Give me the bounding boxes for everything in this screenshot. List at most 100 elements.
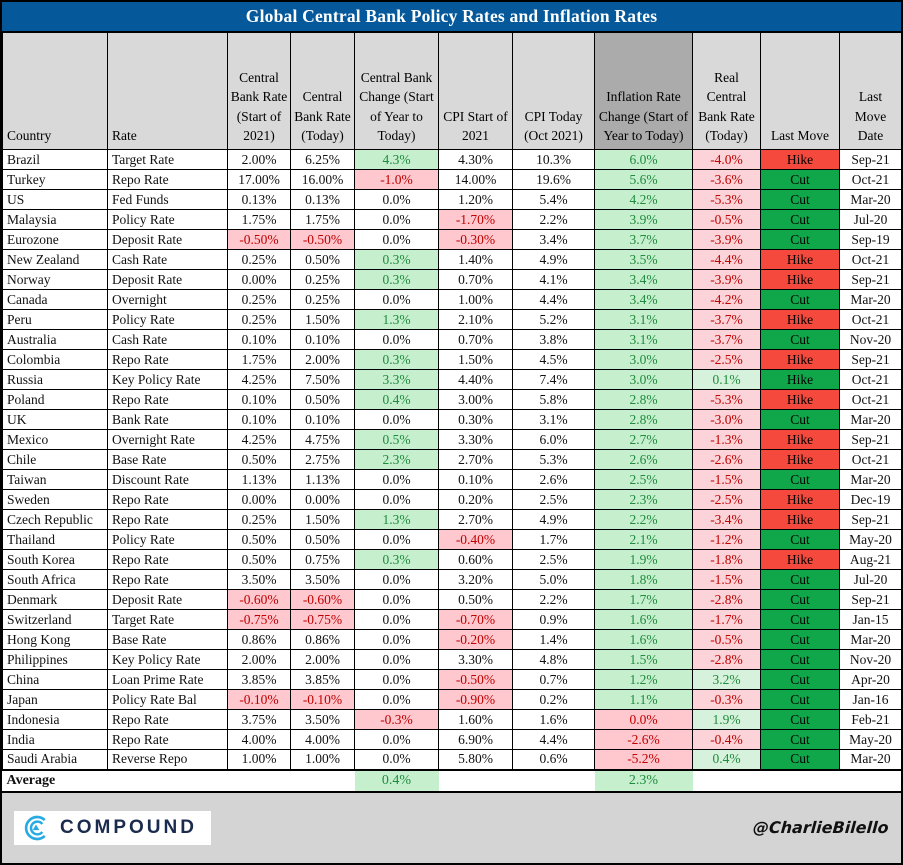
cell-last-move: Cut — [760, 689, 840, 710]
cell-cb-today: 7.50% — [290, 369, 355, 390]
table-row: India Repo Rate 4.00% 4.00% 0.0% 6.90% 4.4% -2.… — [2, 729, 902, 750]
cell-country: Colombia — [2, 349, 108, 370]
cell-country: Czech Republic — [2, 509, 108, 530]
cell-cb-today: 1.50% — [290, 509, 355, 530]
cell-cb-change: 0.0% — [354, 329, 439, 350]
cell-country: South Korea — [2, 549, 108, 570]
table-row: Norway Deposit Rate 0.00% 0.25% 0.3% 0.70% 4.1… — [2, 269, 902, 290]
cell-rate: Base Rate — [107, 629, 228, 650]
cell-real-rate: -3.9% — [692, 269, 761, 290]
cell-cb-start: 0.10% — [227, 409, 291, 430]
cell-country: India — [2, 729, 108, 750]
cell-cpi-start: -0.90% — [438, 689, 513, 710]
cell-cb-today: 1.13% — [290, 469, 355, 490]
cell-rate: Repo Rate — [107, 549, 228, 570]
cell-cpi-today: 1.7% — [512, 529, 595, 550]
cell-cb-change: 0.3% — [354, 269, 439, 290]
table-row: Mexico Overnight Rate 4.25% 4.75% 0.5% 3.30% 6… — [2, 429, 902, 450]
cell-cb-start: 0.00% — [227, 269, 291, 290]
cell-real-rate: -2.5% — [692, 489, 761, 510]
cell-cb-change: 0.0% — [354, 669, 439, 690]
cell-country: Peru — [2, 309, 108, 330]
cell-real-rate: -1.2% — [692, 529, 761, 550]
cell-cpi-start: 0.70% — [438, 329, 513, 350]
cell-last-move-date: Mar-20 — [839, 289, 902, 310]
cell-cb-start: -0.60% — [227, 589, 291, 610]
table-row: Hong Kong Base Rate 0.86% 0.86% 0.0% -0.20% 1.… — [2, 629, 902, 650]
cell-cb-start: 0.00% — [227, 489, 291, 510]
table-row: UK Bank Rate 0.10% 0.10% 0.0% 0.30% 3.1% 2.8% -3… — [2, 409, 902, 430]
cell-last-move-date: Oct-21 — [839, 389, 902, 410]
cell-rate: Overnight — [107, 289, 228, 310]
table-row: South Korea Repo Rate 0.50% 0.75% 0.3% 0.60% 2… — [2, 549, 902, 570]
cell-last-move-date: Sep-21 — [839, 589, 902, 610]
cell-cb-today: -0.50% — [290, 229, 355, 250]
cell-cb-change: 0.5% — [354, 429, 439, 450]
cell-cb-start: 0.13% — [227, 189, 291, 210]
cell-real-rate: 0.1% — [692, 369, 761, 390]
cell-cb-today: 0.75% — [290, 549, 355, 570]
average-inflation-change: 2.3% — [594, 768, 693, 791]
cell-cb-change: 0.0% — [354, 609, 439, 630]
cell-cb-start: 0.50% — [227, 549, 291, 570]
cell-last-move-date: Nov-20 — [839, 329, 902, 350]
cell-country: Sweden — [2, 489, 108, 510]
cell-cpi-today: 4.4% — [512, 729, 595, 750]
cell-cb-change: 0.4% — [354, 389, 439, 410]
cell-cpi-start: 1.50% — [438, 349, 513, 370]
cell-rate: Repo Rate — [107, 349, 228, 370]
cell-last-move: Hike — [760, 549, 840, 570]
col-header-inflation-change: Inflation Rate Change (Start of Year to … — [594, 32, 693, 150]
cell-real-rate: -2.5% — [692, 349, 761, 370]
cell-country: Turkey — [2, 169, 108, 190]
table-row: Chile Base Rate 0.50% 2.75% 2.3% 2.70% 5.3% 2.6… — [2, 449, 902, 470]
cell-rate: Reverse Repo — [107, 749, 228, 770]
cell-rate: Base Rate — [107, 449, 228, 470]
cell-cb-change: 0.0% — [354, 209, 439, 230]
cell-cb-today: 0.25% — [290, 289, 355, 310]
cell-cpi-today: 2.5% — [512, 549, 595, 570]
cell-cpi-start: 14.00% — [438, 169, 513, 190]
table-row: Peru Policy Rate 0.25% 1.50% 1.3% 2.10% 5.2% 3.… — [2, 309, 902, 330]
cell-country: Chile — [2, 449, 108, 470]
table-row: US Fed Funds 0.13% 0.13% 0.0% 1.20% 5.4% 4.2% -5… — [2, 189, 902, 210]
cell-real-rate: -1.7% — [692, 609, 761, 630]
cell-real-rate: -3.4% — [692, 509, 761, 530]
cell-cb-start: 0.50% — [227, 449, 291, 470]
cell-cb-today: 0.10% — [290, 329, 355, 350]
cell-cpi-today: 3.1% — [512, 409, 595, 430]
cell-cb-today: 0.50% — [290, 529, 355, 550]
cell-last-move-date: Sep-19 — [839, 229, 902, 250]
cell-cpi-start: 0.10% — [438, 469, 513, 490]
cell-cpi-today: 0.7% — [512, 669, 595, 690]
compound-logo: COMPOUND — [14, 810, 211, 845]
cell-inflation-change: 3.0% — [594, 349, 693, 370]
cell-inflation-change: 2.7% — [594, 429, 693, 450]
cell-rate: Deposit Rate — [107, 269, 228, 290]
cell-last-move: Cut — [760, 709, 840, 730]
cell-cb-change: 0.0% — [354, 189, 439, 210]
table-row: Taiwan Discount Rate 1.13% 1.13% 0.0% 0.10% 2.… — [2, 469, 902, 490]
cell-cpi-today: 4.9% — [512, 509, 595, 530]
brand-name: COMPOUND — [60, 816, 197, 838]
cell-cpi-today: 2.2% — [512, 589, 595, 610]
cell-cpi-start: 1.20% — [438, 189, 513, 210]
cell-inflation-change: 3.1% — [594, 329, 693, 350]
cell-last-move-date: Sep-21 — [839, 429, 902, 450]
cell-cb-start: 4.00% — [227, 729, 291, 750]
cell-cpi-today: 19.6% — [512, 169, 595, 190]
table-row: China Loan Prime Rate 3.85% 3.85% 0.0% -0.50%… — [2, 669, 902, 690]
cell-cpi-start: 1.40% — [438, 249, 513, 270]
cell-real-rate: -5.3% — [692, 389, 761, 410]
cell-cb-start: 1.13% — [227, 469, 291, 490]
cell-cb-today: 2.00% — [290, 649, 355, 670]
cell-last-move-date: Jan-15 — [839, 609, 902, 630]
cell-last-move: Cut — [760, 749, 840, 770]
cell-cpi-start: 0.60% — [438, 549, 513, 570]
cell-cb-change: 0.3% — [354, 349, 439, 370]
cell-cpi-start: 3.30% — [438, 429, 513, 450]
cell-inflation-change: 0.0% — [594, 709, 693, 730]
cell-cpi-start: -0.40% — [438, 529, 513, 550]
cell-cpi-today: 4.4% — [512, 289, 595, 310]
cell-real-rate: 3.2% — [692, 669, 761, 690]
